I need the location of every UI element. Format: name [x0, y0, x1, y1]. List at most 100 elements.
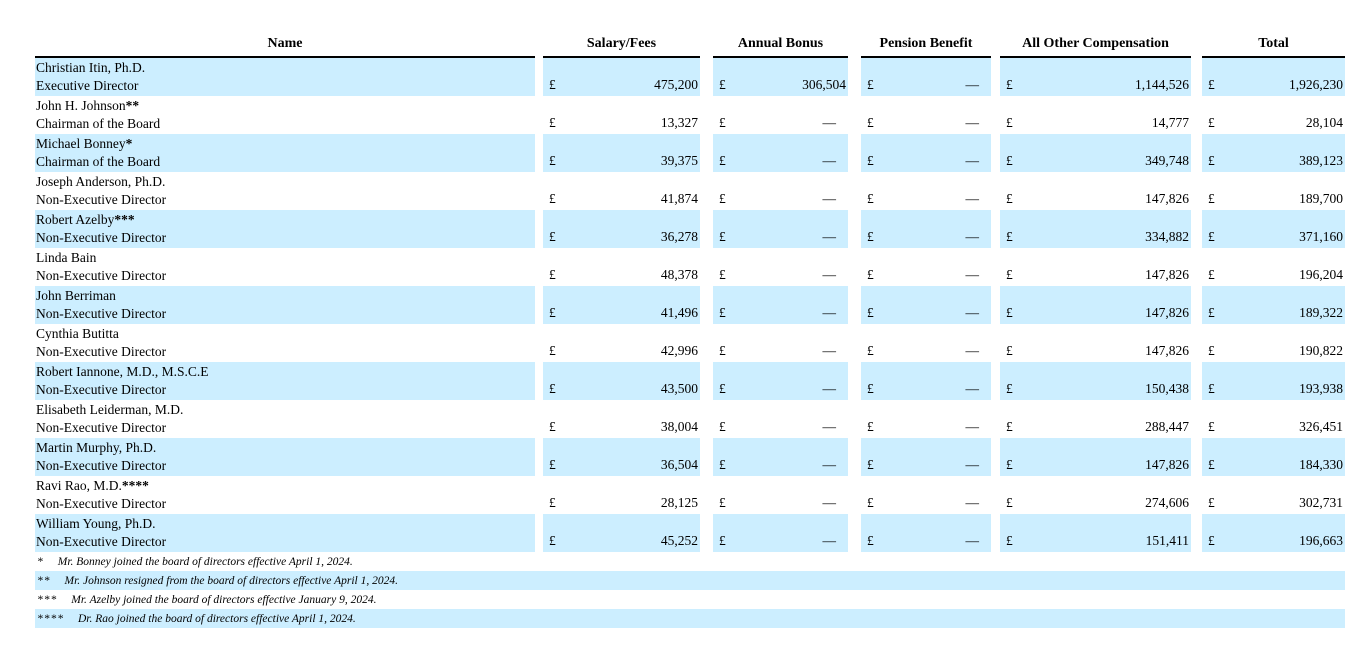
- pound-symbol: £: [867, 305, 874, 320]
- name-footnote-marker: ****: [121, 478, 149, 493]
- pension-cell: £ —: [861, 134, 991, 172]
- bonus-cell: £ —: [713, 210, 848, 248]
- table-row: Ravi Rao, M.D.**** Non-Executive Director…: [35, 476, 1345, 514]
- column-gap: [535, 400, 543, 438]
- column-gap: [1191, 96, 1202, 134]
- total-value: 28,104: [1305, 115, 1343, 130]
- pound-symbol: £: [1006, 533, 1013, 548]
- table-row: William Young, Ph.D. Non-Executive Direct…: [35, 514, 1345, 552]
- bonus-value: —: [822, 457, 837, 472]
- director-title: Non-Executive Director: [36, 229, 167, 245]
- table-row: Elisabeth Leiderman, M.D. Non-Executive D…: [35, 400, 1345, 438]
- other-cell: £147,826: [1000, 324, 1191, 362]
- other-cell: £14,777: [1000, 96, 1191, 134]
- pension-cell: £ —: [861, 514, 991, 552]
- bonus-value: —: [822, 267, 837, 282]
- pound-symbol: £: [1006, 457, 1013, 472]
- column-gap: [1191, 438, 1202, 476]
- column-gap: [1191, 286, 1202, 324]
- other-value: 288,447: [1145, 419, 1189, 434]
- other-value: 349,748: [1145, 153, 1189, 168]
- total-value: 302,731: [1299, 495, 1343, 510]
- director-title: Non-Executive Director: [36, 457, 167, 473]
- pound-symbol: £: [1208, 533, 1215, 548]
- footnote-text: Mr. Azelby joined the board of directors…: [71, 593, 377, 606]
- column-gap: [1191, 57, 1202, 96]
- pound-symbol: £: [867, 495, 874, 510]
- other-cell: £151,411: [1000, 514, 1191, 552]
- pension-value: —: [965, 343, 980, 358]
- pound-symbol: £: [1006, 267, 1013, 282]
- column-gap: [700, 362, 713, 400]
- name-cell: Christian Itin, Ph.D. Executive Director: [35, 57, 535, 96]
- bonus-value: —: [822, 381, 837, 396]
- pound-symbol: £: [549, 533, 556, 548]
- table-row: Christian Itin, Ph.D. Executive Director £…: [35, 57, 1345, 96]
- column-gap: [848, 400, 861, 438]
- pension-cell: £ —: [861, 172, 991, 210]
- salary-cell: £41,496: [543, 286, 700, 324]
- column-gap: [991, 286, 1000, 324]
- column-gap: [991, 362, 1000, 400]
- footnote-marker: ***: [37, 593, 58, 606]
- bonus-cell: £ —: [713, 286, 848, 324]
- total-value: 193,938: [1299, 381, 1343, 396]
- pound-symbol: £: [1208, 267, 1215, 282]
- director-name: Michael Bonney*: [36, 136, 133, 151]
- column-gap: [991, 438, 1000, 476]
- salary-value: 41,496: [660, 305, 698, 320]
- total-cell: £196,204: [1202, 248, 1345, 286]
- pound-symbol: £: [549, 495, 556, 510]
- salary-cell: £48,378: [543, 248, 700, 286]
- director-name: John Berriman: [36, 288, 116, 303]
- name-cell: Robert Azelby*** Non-Executive Director: [35, 210, 535, 248]
- other-value: 150,438: [1145, 381, 1189, 396]
- pound-symbol: £: [719, 229, 726, 244]
- pound-symbol: £: [719, 267, 726, 282]
- column-gap: [1191, 210, 1202, 248]
- name-cell: Elisabeth Leiderman, M.D. Non-Executive D…: [35, 400, 535, 438]
- name-cell: Robert Iannone, M.D., M.S.C.E Non-Executi…: [35, 362, 535, 400]
- column-gap: [535, 248, 543, 286]
- col-header-total: Total: [1202, 36, 1345, 58]
- col-header-pension-benefit: Pension Benefit: [861, 36, 991, 58]
- name-footnote-marker: **: [125, 98, 140, 113]
- total-cell: £189,700: [1202, 172, 1345, 210]
- name-cell: Linda Bain Non-Executive Director: [35, 248, 535, 286]
- name-cell: Cynthia Butitta Non-Executive Director: [35, 324, 535, 362]
- column-gap: [991, 476, 1000, 514]
- salary-cell: £13,327: [543, 96, 700, 134]
- salary-cell: £38,004: [543, 400, 700, 438]
- col-header-annual-bonus: Annual Bonus: [713, 36, 848, 58]
- column-gap: [700, 514, 713, 552]
- pound-symbol: £: [719, 191, 726, 206]
- director-name: Robert Azelby***: [36, 212, 135, 227]
- bonus-cell: £ —: [713, 134, 848, 172]
- column-gap: [700, 172, 713, 210]
- pound-symbol: £: [1208, 381, 1215, 396]
- column-gap: [991, 57, 1000, 96]
- other-value: 147,826: [1145, 305, 1189, 320]
- total-cell: £1,926,230: [1202, 57, 1345, 96]
- column-gap: [535, 134, 543, 172]
- pension-value: —: [965, 419, 980, 434]
- table-row: John H. Johnson** Chairman of the Board £1…: [35, 96, 1345, 134]
- pound-symbol: £: [719, 381, 726, 396]
- pension-value: —: [965, 305, 980, 320]
- table-row: Joseph Anderson, Ph.D. Non-Executive Dire…: [35, 172, 1345, 210]
- table-row: Linda Bain Non-Executive Director £48,378 £…: [35, 248, 1345, 286]
- column-gap: [991, 514, 1000, 552]
- other-cell: £147,826: [1000, 286, 1191, 324]
- director-name: John H. Johnson**: [36, 98, 140, 113]
- total-cell: £184,330: [1202, 438, 1345, 476]
- bonus-value: —: [822, 305, 837, 320]
- director-name: Christian Itin, Ph.D.: [36, 60, 146, 75]
- director-name: Joseph Anderson, Ph.D.: [36, 174, 166, 189]
- footnotes-section: * Mr. Bonney joined the board of directo…: [35, 552, 1345, 628]
- director-title: Non-Executive Director: [36, 495, 167, 511]
- column-gap: [535, 438, 543, 476]
- table-row: Robert Iannone, M.D., M.S.C.E Non-Executi…: [35, 362, 1345, 400]
- pound-symbol: £: [1208, 153, 1215, 168]
- footnote: *** Mr. Azelby joined the board of direc…: [35, 590, 1345, 609]
- pound-symbol: £: [719, 305, 726, 320]
